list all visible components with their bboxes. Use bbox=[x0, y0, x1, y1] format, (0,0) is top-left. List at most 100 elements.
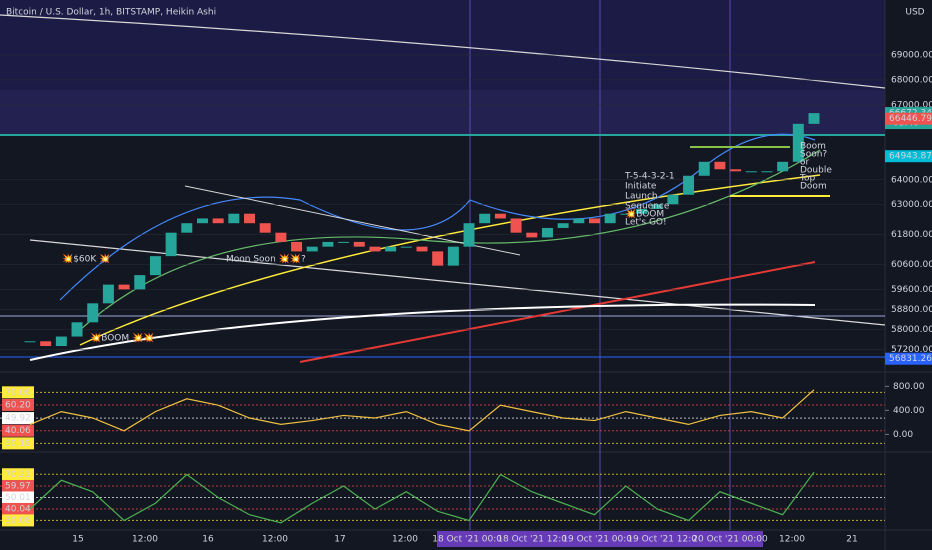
y2-tick-label: 400.00 bbox=[893, 406, 925, 416]
y-tick-label: 57200.00 bbox=[891, 345, 932, 355]
candle bbox=[588, 218, 600, 224]
x-tick-label: 12:00 bbox=[132, 535, 158, 545]
annotation: Double bbox=[800, 166, 832, 176]
candle bbox=[181, 223, 193, 233]
y-tick-label: 67000.00 bbox=[891, 100, 932, 110]
annotation: 💥BOOM bbox=[625, 208, 664, 220]
candle bbox=[573, 218, 585, 224]
x-tick-label: 12:00 bbox=[779, 535, 805, 545]
level-badge bbox=[2, 468, 34, 481]
session-lines bbox=[469, 0, 731, 530]
price-tag bbox=[885, 112, 932, 125]
candle bbox=[165, 232, 177, 257]
y-tick-label: 30.19 bbox=[5, 439, 31, 449]
time-badge bbox=[632, 531, 698, 547]
level-badge bbox=[2, 412, 34, 425]
candle bbox=[353, 241, 365, 247]
chart-title: Bitcoin / U.S. Dollar, 1h, BITSTAMP, Hei… bbox=[6, 8, 216, 18]
y-tick-label: 58800.00 bbox=[891, 305, 932, 315]
x-tick-label: 12:00 bbox=[262, 535, 288, 545]
candle bbox=[463, 223, 475, 247]
candle bbox=[432, 251, 444, 266]
y-tick-label: 60.20 bbox=[5, 400, 31, 410]
y-tick-label: 59600.00 bbox=[891, 285, 932, 295]
level-badge bbox=[2, 437, 34, 450]
x-tick-label: 20 Oct '21 00:00 bbox=[692, 535, 768, 545]
candle bbox=[745, 171, 757, 173]
price-tag-label: 56831.26 bbox=[889, 354, 932, 364]
indicator-line bbox=[29, 471, 815, 524]
y-tick-label: 64000.00 bbox=[891, 175, 932, 185]
time-badge bbox=[697, 531, 763, 547]
range-zone bbox=[0, 90, 885, 135]
level-badge bbox=[2, 480, 34, 493]
candle bbox=[322, 241, 334, 247]
x-tick-label: 12:00 bbox=[392, 535, 418, 545]
candle bbox=[557, 223, 569, 228]
annotation: T-5-4-3-2-1 bbox=[624, 172, 675, 182]
candle bbox=[338, 241, 350, 243]
candle bbox=[651, 204, 663, 209]
annotation: Sequence bbox=[625, 202, 670, 212]
annotation: Soon? bbox=[800, 150, 827, 160]
price-tag-label: 66446.79 bbox=[889, 114, 932, 124]
x-tick-label: 19 Oct '21 12:00 bbox=[627, 535, 703, 545]
y2-tick-label: 800.00 bbox=[893, 382, 925, 392]
y-tick-label: 70.21 bbox=[5, 470, 31, 480]
candle bbox=[447, 246, 459, 266]
y2-tick-label: 0.00 bbox=[893, 430, 913, 440]
candle bbox=[698, 161, 710, 176]
level-badge bbox=[2, 491, 34, 504]
candle bbox=[244, 213, 256, 224]
level-badge bbox=[2, 424, 34, 437]
indicator-line bbox=[29, 389, 815, 432]
candle bbox=[275, 232, 287, 242]
level-badge bbox=[2, 502, 34, 515]
candle bbox=[620, 213, 632, 215]
x-tick-label: 16 bbox=[202, 535, 214, 545]
currency: USD bbox=[905, 8, 924, 18]
annotation: Top bbox=[799, 174, 815, 184]
candle bbox=[134, 275, 146, 290]
candle bbox=[479, 213, 491, 224]
y-tick-label: 40.06 bbox=[5, 426, 31, 436]
candle bbox=[87, 303, 99, 323]
x-tick-label: 18 Oct '21 00:00 bbox=[432, 535, 508, 545]
x-tick-label: 19 Oct '21 00:00 bbox=[562, 535, 638, 545]
y-tick-label: 61800.00 bbox=[891, 230, 932, 240]
annotation: Moon Soon 💥💥? bbox=[226, 253, 306, 265]
annotation: Launch bbox=[625, 192, 658, 202]
candle bbox=[683, 175, 695, 195]
time-badge bbox=[502, 531, 568, 547]
x-tick-label: 18 Oct '21 12:00 bbox=[497, 535, 573, 545]
annotation: Initiate bbox=[625, 182, 657, 192]
candle bbox=[604, 213, 616, 224]
annotation: Boom bbox=[800, 142, 826, 152]
candle bbox=[730, 169, 742, 172]
candle bbox=[494, 213, 506, 219]
level-badge bbox=[2, 386, 34, 399]
x-tick-label: 21 bbox=[846, 535, 857, 545]
x-tick-label: 15 bbox=[72, 535, 83, 545]
annotation: Let's GO! bbox=[625, 218, 667, 228]
candle bbox=[118, 284, 130, 290]
y-tick-label: 30.08 bbox=[5, 516, 31, 526]
candle bbox=[510, 218, 522, 233]
y-tick-label: 59.97 bbox=[5, 482, 31, 492]
candle bbox=[761, 171, 773, 173]
y-tick-label: 68000.00 bbox=[891, 75, 932, 85]
candle bbox=[40, 341, 52, 347]
candle bbox=[228, 213, 240, 224]
y-tick-label: 50.01 bbox=[5, 493, 31, 503]
candle bbox=[24, 341, 36, 343]
price-tag-label: 64943.87 bbox=[889, 152, 932, 162]
candle bbox=[369, 246, 381, 252]
y-tick-label: 69000.00 bbox=[891, 50, 932, 60]
candle bbox=[102, 284, 114, 304]
candle bbox=[526, 232, 538, 238]
candle bbox=[636, 208, 648, 214]
candle bbox=[212, 218, 224, 224]
candle bbox=[385, 246, 397, 252]
